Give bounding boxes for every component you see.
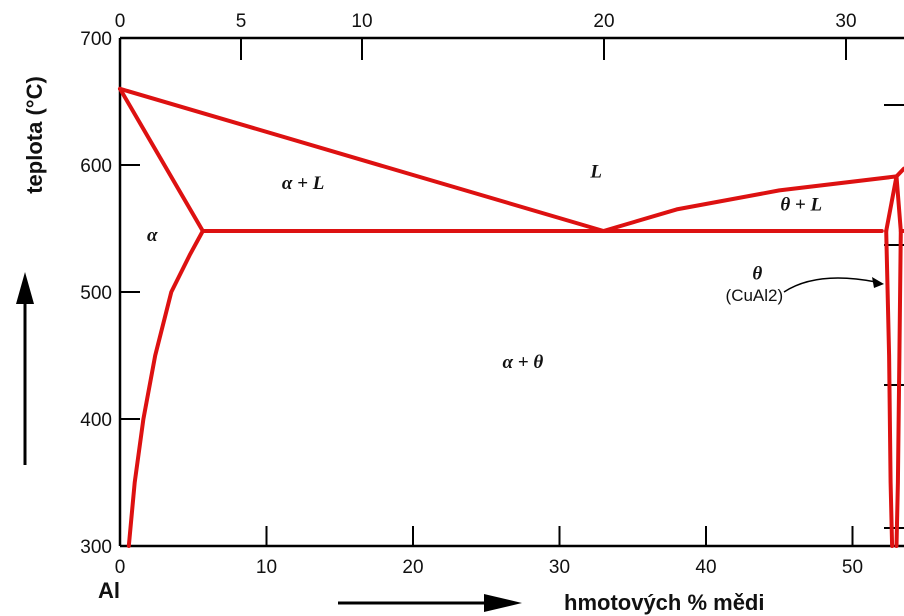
- x-tick-label: 30: [549, 557, 570, 578]
- phase-formula-label: (CuAl2): [726, 286, 784, 305]
- theta-pointer-arrow: [784, 278, 876, 292]
- y-tick-label: 600: [80, 156, 112, 177]
- top-x-tick-label: 30: [835, 11, 856, 32]
- phase-boundary-line: [129, 231, 203, 546]
- x-axis-start-label: Al: [98, 578, 120, 603]
- phase-boundary-line: [604, 176, 897, 231]
- region-label: L: [589, 162, 602, 183]
- top-x-tick-label: 10: [351, 11, 372, 32]
- up-arrow-icon: [16, 272, 34, 465]
- y-tick-label: 500: [80, 283, 112, 304]
- arrow-head-icon: [872, 277, 884, 288]
- x-tick-label: 50: [842, 557, 863, 578]
- y-tick-label: 300: [80, 537, 112, 558]
- region-label: θ: [752, 263, 762, 284]
- right-arrow-icon: [338, 594, 522, 612]
- region-label: α: [147, 225, 158, 246]
- region-label: α + L: [282, 173, 324, 194]
- x-tick-label: 0: [115, 557, 126, 578]
- phase-boundary-line: [886, 176, 896, 231]
- region-label: α + θ: [503, 352, 544, 373]
- region-label: θ + L: [780, 195, 822, 216]
- x-tick-label: 10: [256, 557, 277, 578]
- plot-frame: [120, 38, 904, 546]
- y-tick-label: 700: [80, 29, 112, 50]
- y-tick-label: 400: [80, 410, 112, 431]
- y-axis-title: teplota (°C): [22, 76, 47, 194]
- x-tick-label: 40: [695, 557, 716, 578]
- phase-boundary-line: [886, 231, 892, 546]
- top-x-tick-label: 5: [236, 11, 247, 32]
- x-tick-label: 20: [402, 557, 423, 578]
- top-x-tick-label: 20: [593, 11, 614, 32]
- phase-boundaries: [120, 89, 904, 546]
- x-axis-title: hmotových % mědi: [564, 590, 764, 615]
- top-x-tick-label: 0: [115, 11, 126, 32]
- region-labels: Lα + L α θ + L α + θ θ (CuAl2): [147, 162, 822, 374]
